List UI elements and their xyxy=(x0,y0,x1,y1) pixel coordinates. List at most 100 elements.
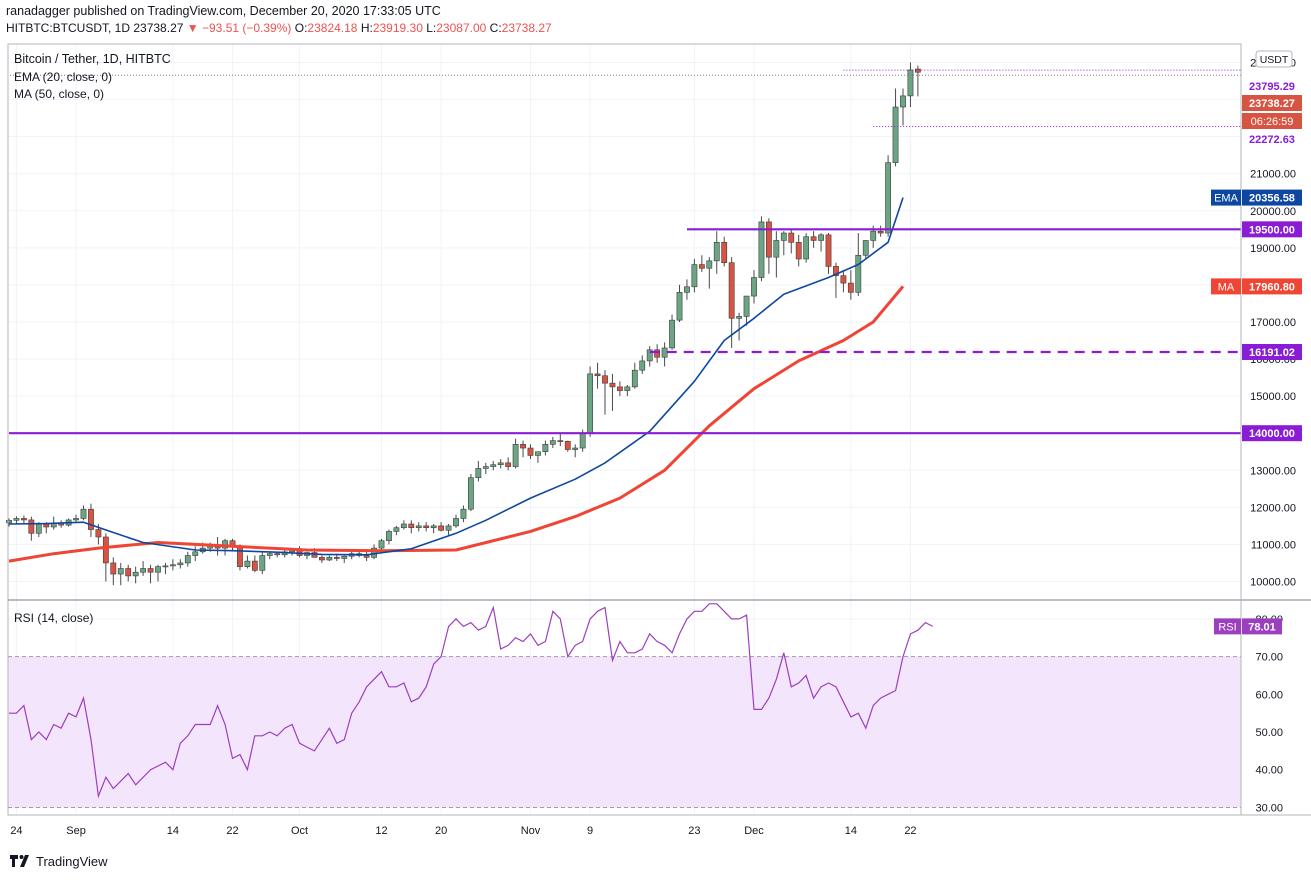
time-tick-label: 14 xyxy=(845,825,857,837)
price-tick-label: 15000.00 xyxy=(1250,391,1296,403)
candle xyxy=(80,505,87,521)
candle xyxy=(594,362,601,389)
candle xyxy=(564,440,571,452)
price-tick-label: 21000.00 xyxy=(1250,169,1296,181)
tradingview-footer[interactable]: TradingView xyxy=(8,853,108,869)
candle xyxy=(706,257,713,289)
candle xyxy=(125,564,132,582)
candle-up xyxy=(386,531,392,541)
price-tick-label: 19000.00 xyxy=(1250,243,1296,255)
candle xyxy=(58,520,65,528)
candle xyxy=(572,444,579,458)
candle-up xyxy=(758,221,765,278)
candle-up xyxy=(855,254,862,293)
candle-up xyxy=(497,462,504,466)
candle xyxy=(661,342,668,367)
candle xyxy=(527,444,534,460)
candle xyxy=(453,514,459,528)
candle xyxy=(170,559,176,571)
candle-up xyxy=(535,451,541,456)
price-tick-label: 12000.00 xyxy=(1250,502,1296,514)
candle xyxy=(140,561,146,576)
candle-up xyxy=(80,508,87,519)
candle xyxy=(721,236,728,267)
candle xyxy=(177,559,184,569)
level-label-box xyxy=(1242,343,1302,360)
candle xyxy=(251,555,258,573)
rsi-value-label: 78.01 xyxy=(1248,621,1276,633)
time-tick-label: 23 xyxy=(688,825,700,837)
ema-price-label: 20356.58 xyxy=(1249,193,1295,205)
candle xyxy=(132,566,139,584)
price-tick-label: 13000.00 xyxy=(1250,465,1296,477)
candle xyxy=(833,262,839,298)
candle-down xyxy=(110,562,117,575)
indicator-lines xyxy=(8,69,1241,799)
candle-down xyxy=(408,523,415,529)
low-key: L: xyxy=(426,21,437,35)
high-price-label-box xyxy=(1242,78,1302,94)
candle-up xyxy=(751,277,757,297)
candle xyxy=(430,524,437,534)
level-label: 19500.00 xyxy=(1249,224,1295,236)
rsi-band xyxy=(8,656,1241,808)
rsi-tick-label: 50.00 xyxy=(1255,727,1283,739)
candle-down xyxy=(594,373,601,377)
candle-up xyxy=(572,447,579,450)
ma-tag: MA xyxy=(1218,281,1235,293)
candle xyxy=(684,279,690,300)
candle xyxy=(639,355,646,374)
candle-up xyxy=(900,95,906,108)
candle-down xyxy=(602,375,608,384)
candle xyxy=(900,88,906,126)
time-tick-label: Nov xyxy=(521,825,541,837)
candle xyxy=(184,551,191,567)
candle-down xyxy=(333,557,340,559)
rsi-overbought-oversold-band xyxy=(8,656,1241,808)
candle-down xyxy=(20,518,27,521)
candle xyxy=(825,233,832,274)
candle-down xyxy=(520,444,526,449)
candle-up xyxy=(676,292,683,321)
candle-up xyxy=(624,386,631,391)
candle xyxy=(914,65,921,97)
candle xyxy=(624,385,631,397)
candle xyxy=(520,440,526,458)
candle-up xyxy=(132,571,139,577)
time-tick-label: 20 xyxy=(435,825,447,837)
candle-down xyxy=(363,555,370,558)
candle-down xyxy=(28,519,35,534)
candle xyxy=(602,370,608,415)
candle xyxy=(281,549,288,558)
candle xyxy=(840,270,847,293)
candle-up xyxy=(453,518,459,527)
price-change: −93.51 (−0.39%) xyxy=(202,21,292,35)
candle-up xyxy=(646,349,653,362)
publisher-line: ranadagger published on TradingView.com,… xyxy=(6,4,441,18)
candle xyxy=(542,440,549,456)
candle xyxy=(341,555,348,563)
time-tick-label: 22 xyxy=(904,825,916,837)
candle-up xyxy=(579,432,586,449)
candle-up xyxy=(907,69,914,97)
candle xyxy=(6,518,12,527)
candle-up xyxy=(639,360,646,371)
candle xyxy=(147,564,154,584)
candle xyxy=(751,270,757,304)
candle-down xyxy=(505,462,512,467)
candle-up xyxy=(266,553,273,556)
candle xyxy=(237,544,243,571)
level-label-box xyxy=(1242,425,1302,442)
candle xyxy=(415,522,422,532)
candle xyxy=(117,562,124,586)
candle xyxy=(535,451,541,463)
candle xyxy=(192,546,199,562)
time-tick-label: Oct xyxy=(291,825,308,837)
candle-up xyxy=(892,106,899,163)
candle-down xyxy=(318,557,325,561)
candle xyxy=(348,551,355,560)
candles xyxy=(6,62,921,586)
candle xyxy=(505,457,512,471)
level-label: 14000.00 xyxy=(1249,428,1295,440)
